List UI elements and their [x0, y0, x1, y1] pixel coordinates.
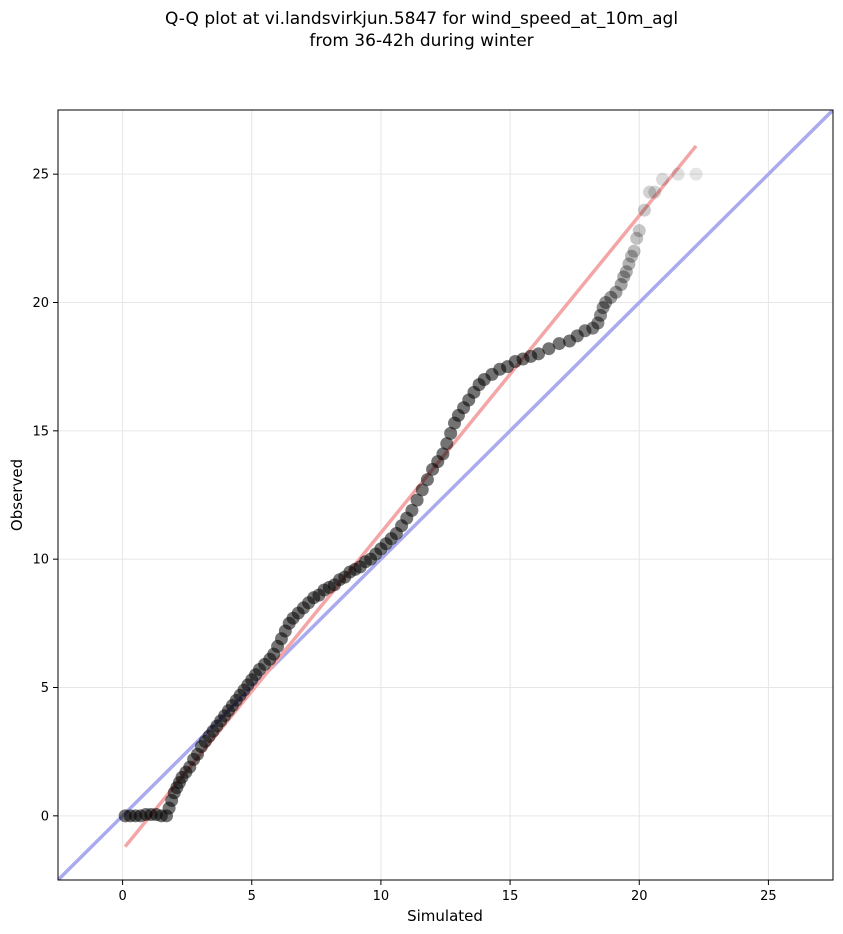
x-axis-label: Simulated	[407, 907, 483, 925]
qq-point	[656, 172, 669, 186]
y-axis-ticks: 0 5 10 15 20 25	[32, 168, 58, 824]
y-tick-label: 0	[41, 809, 49, 824]
plot-frame	[57, 109, 834, 881]
qq-point	[410, 493, 424, 507]
qq-point	[532, 347, 545, 361]
qq-point	[609, 285, 623, 299]
qq-point	[689, 167, 703, 181]
qq-point	[637, 203, 651, 217]
qq-point	[415, 483, 429, 497]
qq-point	[440, 437, 454, 451]
grid	[58, 110, 833, 880]
x-tick-label: 20	[631, 889, 648, 904]
chart-title: Q-Q plot at vi.landsvirkjun.5847 for win…	[0, 8, 843, 52]
y-tick-label: 25	[32, 168, 49, 183]
qq-point	[594, 308, 607, 322]
qq-point	[604, 290, 618, 304]
x-axis-ticks: 0 5 10 15 20 25	[118, 880, 777, 904]
qq-point	[578, 324, 592, 338]
y-axis-label: Observed	[8, 459, 26, 531]
qq-point	[648, 185, 662, 199]
qq-point	[420, 473, 434, 487]
x-tick-label: 10	[373, 889, 390, 904]
qq-point	[643, 185, 657, 199]
qq-point	[619, 265, 633, 279]
qq-point	[671, 167, 685, 181]
qq-point	[622, 257, 636, 271]
qq-point	[599, 296, 613, 309]
chart-title-line-1: Q-Q plot at vi.landsvirkjun.5847 for win…	[164, 9, 679, 29]
qq-point	[552, 337, 566, 351]
qq-point	[542, 342, 556, 356]
qq-point	[625, 249, 638, 263]
x-tick-label: 0	[118, 889, 126, 904]
qq-point	[627, 244, 641, 258]
y-tick-label: 5	[41, 681, 49, 696]
y-tick-label: 15	[32, 424, 49, 439]
qq-point	[591, 316, 605, 330]
qq-point	[436, 447, 450, 461]
qq-point	[586, 321, 600, 335]
qq-point	[405, 503, 419, 517]
chart-title-line-2: from 36-42h during winter	[309, 31, 534, 51]
data-points	[118, 167, 703, 823]
y-tick-label: 20	[32, 296, 49, 311]
x-tick-label: 5	[248, 889, 256, 904]
one-to-one-line	[58, 110, 833, 880]
x-tick-label: 25	[760, 889, 777, 904]
qq-point	[444, 426, 458, 440]
qq-point	[632, 224, 646, 238]
qq-point	[596, 301, 610, 315]
y-tick-label: 10	[32, 553, 49, 568]
x-tick-label: 15	[502, 889, 519, 904]
qq-point	[614, 278, 628, 292]
qq-point	[617, 270, 631, 284]
qq-point	[630, 231, 644, 245]
